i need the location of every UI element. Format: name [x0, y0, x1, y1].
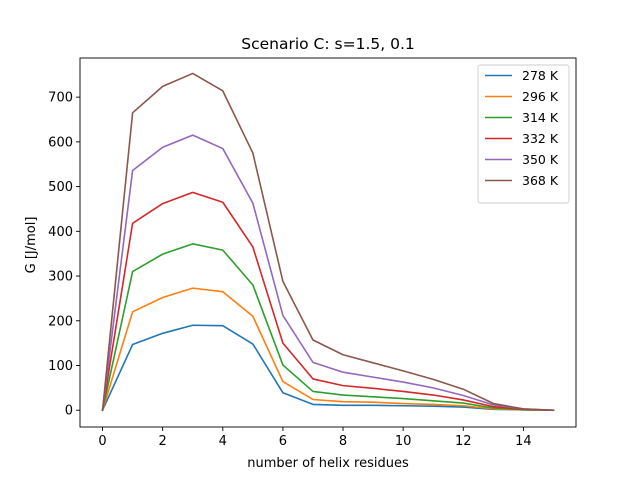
- legend-label-5: 350 K: [522, 152, 559, 167]
- x-tick-label: 2: [159, 434, 167, 449]
- series-line-5: [101, 134, 555, 412]
- plot-area: 0 2 4 6 8 10 12 14 0 100 200 300 400 500 600 700: [48, 57, 577, 449]
- series-line-4: [101, 191, 555, 412]
- x-tick-label: 8: [339, 434, 347, 449]
- series-line-2: [101, 287, 555, 412]
- legend-label-6: 368 K: [522, 173, 559, 188]
- axes-frame: [79, 57, 577, 428]
- y-tick-label: 600: [48, 135, 73, 150]
- x-axis-label: number of helix residues: [247, 456, 409, 471]
- x-tick-label: 6: [279, 434, 287, 449]
- legend-label-3: 314 K: [522, 110, 559, 125]
- y-tick-label: 400: [48, 225, 73, 240]
- chart-title: Scenario C: s=1.5, 0.1: [241, 35, 415, 53]
- series-line-1: [101, 324, 555, 412]
- y-tick-label: 100: [48, 359, 73, 374]
- x-tick-label: 14: [515, 434, 532, 449]
- series-line-3: [101, 243, 555, 412]
- legend-label-4: 332 K: [522, 131, 559, 146]
- y-axis-label: G [J/mol]: [24, 217, 39, 274]
- y-tick-label: 700: [48, 91, 73, 106]
- legend: 278 K 296 K 314 K 332 K 350 K 368 K: [477, 64, 570, 204]
- series-line-6: [101, 72, 555, 412]
- x-tick-label: 0: [98, 434, 106, 449]
- y-tick-label: 300: [48, 270, 73, 285]
- y-tick-label: 200: [48, 314, 73, 329]
- x-tick-label: 4: [219, 434, 227, 449]
- y-tick-label: 0: [65, 404, 73, 419]
- y-tick-label: 500: [48, 180, 73, 195]
- x-tick-label: 10: [395, 434, 412, 449]
- x-tick-label: 12: [455, 434, 472, 449]
- legend-box: [477, 64, 570, 204]
- legend-label-1: 278 K: [522, 68, 559, 83]
- legend-label-2: 296 K: [522, 89, 559, 104]
